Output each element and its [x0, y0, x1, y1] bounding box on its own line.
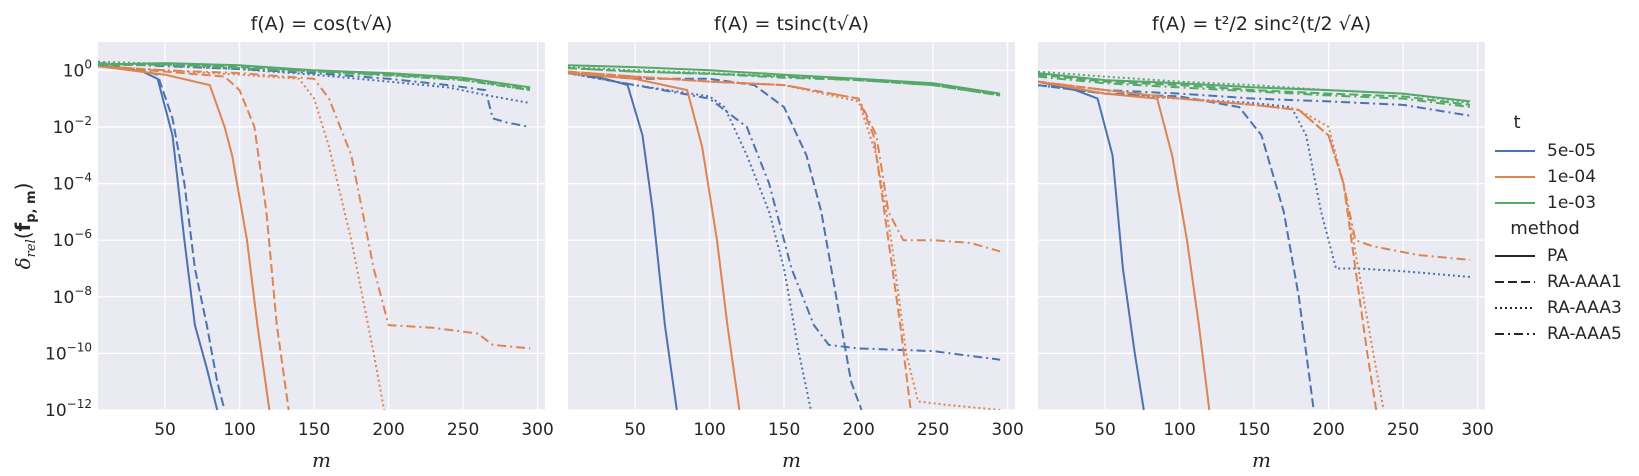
- legend-label-RA-AAA5: RA-AAA5: [1547, 324, 1622, 344]
- series-line-1e-04-PA: [1038, 80, 1211, 410]
- panel-background: [98, 42, 545, 410]
- grid: [1038, 42, 1485, 411]
- legend-label-1e-03: 1e-03: [1547, 193, 1596, 213]
- x-tick-label: 50: [154, 420, 176, 440]
- legend-label-1e-04: 1e-04: [1547, 167, 1596, 187]
- series-line-1e-04-PA: [98, 65, 271, 410]
- panel-title: f(A) = tsinc(t√A): [714, 13, 869, 35]
- panel-background: [568, 42, 1015, 410]
- series-line-5e-05-PA: [1038, 80, 1145, 410]
- panel-title: f(A) = cos(t√A): [251, 13, 393, 35]
- series-line-1e-03-RA-AAA1: [1038, 73, 1471, 106]
- series-line-1e-04-RA-AAA3: [98, 65, 386, 410]
- series-line-1e-04-RA-AAA1: [98, 65, 290, 410]
- legend-title-t: t: [1513, 112, 1520, 133]
- series-line-5e-05-PA: [568, 70, 678, 410]
- y-tick-label: 10−4: [53, 171, 92, 195]
- y-tick-label: 10−8: [53, 284, 92, 308]
- chart-panels: 50 100 150 200 250 300 100 10−2 10−4 10−6 10−8 10−1…: [11, 13, 1494, 472]
- y-tick-label: 100: [63, 57, 92, 81]
- x-tick-label: 100: [693, 420, 725, 440]
- x-tick-label: 300: [1461, 420, 1493, 440]
- chart-panel-3: 50 100 150 200 250 300 m f(A) = t²/2 sinc²(t/2 …: [1038, 13, 1494, 472]
- x-tick-label: 200: [1312, 420, 1344, 440]
- x-tick-label: 50: [1094, 420, 1116, 440]
- series-line-1e-03-RA-AAA5: [1038, 75, 1471, 109]
- x-tick-label: 300: [991, 420, 1023, 440]
- series-line-1e-04-RA-AAA5: [1038, 80, 1471, 261]
- x-tick-label: 150: [1238, 420, 1270, 440]
- panel-title: f(A) = t²/2 sinc²(t/2 √A): [1152, 13, 1371, 35]
- chart-panel-2: 50 100 150 200 250 300 m f(A) = tsinc(t√A): [568, 13, 1024, 472]
- series-line-1e-04-RA-AAA5: [568, 70, 1001, 253]
- y-axis-label: δrel(fp, m): [11, 183, 39, 270]
- panel-background: [1038, 42, 1485, 410]
- series-line-1e-03-RA-AAA5: [98, 62, 531, 92]
- grid: [568, 42, 1015, 411]
- series-line-5e-05-RA-AAA3: [568, 72, 812, 410]
- y-tick-label: 10−2: [53, 114, 92, 138]
- series-line-1e-04-RA-AAA3: [1038, 80, 1385, 410]
- chart-panel-1: 50 100 150 200 250 300 100 10−2 10−4 10−6 10−8 10−1…: [11, 13, 554, 472]
- x-tick-label: 250: [1387, 420, 1419, 440]
- x-tick-label: 100: [223, 420, 255, 440]
- legend-label-5e-05: 5e-05: [1547, 141, 1596, 161]
- x-axis-label: m: [782, 448, 801, 472]
- x-tick-label: 250: [447, 420, 479, 440]
- y-tick-label: 10−10: [45, 340, 92, 364]
- legend: t 5e-05 1e-04 1e-03 method PA RA-AAA1 RA-AAA3 RA…: [1495, 112, 1622, 344]
- legend-label-PA: PA: [1547, 246, 1568, 266]
- legend-label-RA-AAA1: RA-AAA1: [1547, 272, 1622, 292]
- x-tick-label: 200: [842, 420, 874, 440]
- y-tick-label: 10−6: [53, 227, 92, 251]
- x-axis-label: m: [312, 448, 331, 472]
- series-lines: [1038, 70, 1471, 410]
- x-tick-label: 150: [768, 420, 800, 440]
- series-line-1e-04-PA: [568, 72, 741, 410]
- series-line-5e-05-RA-AAA5: [1038, 80, 1471, 117]
- x-axis-label: m: [1252, 448, 1271, 472]
- series-line-1e-03-RA-AAA3: [1038, 70, 1471, 104]
- legend-label-RA-AAA3: RA-AAA3: [1547, 298, 1622, 318]
- series-lines: [98, 60, 531, 410]
- x-tick-label: 250: [917, 420, 949, 440]
- series-line-1e-03-PA: [568, 64, 1001, 95]
- x-tick-label: 300: [521, 420, 553, 440]
- x-tick-label: 100: [1163, 420, 1195, 440]
- series-line-5e-05-RA-AAA5: [568, 72, 1001, 361]
- x-tick-label: 150: [298, 420, 330, 440]
- series-line-1e-03-RA-AAA5: [568, 67, 1001, 97]
- x-tick-label: 50: [624, 420, 646, 440]
- y-tick-label: 10−12: [45, 397, 92, 421]
- grid: [98, 42, 545, 411]
- series-line-5e-05-RA-AAA3: [1038, 84, 1471, 278]
- series-line-5e-05-RA-AAA5: [98, 62, 531, 128]
- series-lines: [568, 64, 1001, 410]
- x-tick-label: 200: [372, 420, 404, 440]
- legend-title-method: method: [1510, 218, 1580, 239]
